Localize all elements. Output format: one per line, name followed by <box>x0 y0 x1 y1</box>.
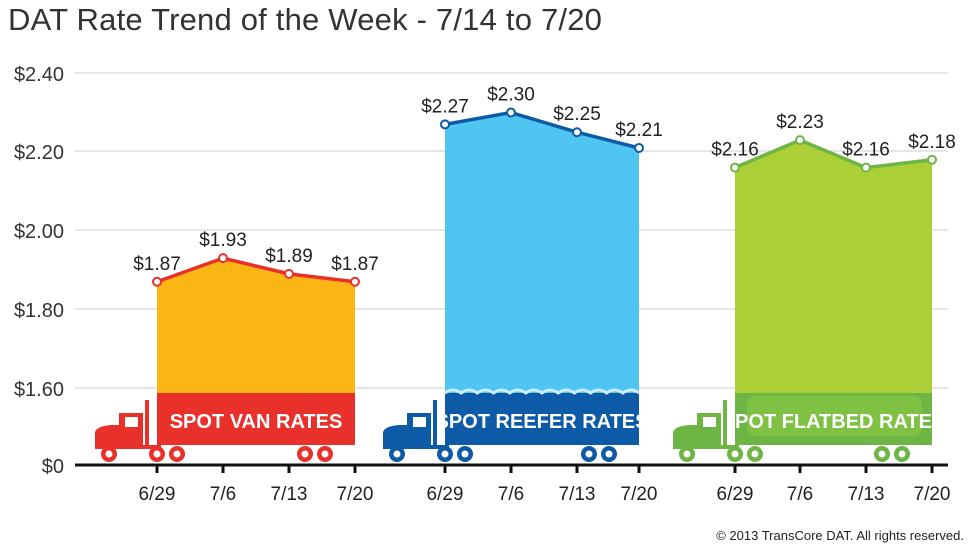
truck-cab <box>673 413 739 449</box>
tarp <box>747 396 922 436</box>
wheel-hub <box>898 450 906 458</box>
truck-label: SPOT REEFER RATES <box>436 411 649 433</box>
data-point <box>795 135 805 146</box>
data-label: $2.23 <box>776 112 824 133</box>
data-point <box>572 127 582 138</box>
x-tick-label: 6/29 <box>717 484 754 505</box>
x-tick-label: 7/13 <box>271 484 308 505</box>
cab-window <box>125 417 138 427</box>
wheel-hub <box>173 450 181 458</box>
trailer-box <box>157 393 355 445</box>
data-label: $2.30 <box>487 85 535 106</box>
series-2: SPOT FLATBED RATES $2.16 6/29 $2.23 7/6 $2.16… <box>673 112 956 505</box>
x-tick-label: 7/13 <box>559 484 596 505</box>
data-label: $1.93 <box>199 230 247 251</box>
data-point <box>861 162 871 173</box>
x-tick-label: 7/6 <box>787 484 813 505</box>
exhaust <box>723 400 727 445</box>
data-label: $2.16 <box>842 140 890 161</box>
data-point <box>284 268 294 279</box>
data-point <box>218 253 228 264</box>
series-line <box>156 256 356 284</box>
x-tick-label: 7/6 <box>210 484 236 505</box>
chart-title: DAT Rate Trend of the Week - 7/14 to 7/2… <box>8 2 603 37</box>
data-point <box>506 107 516 118</box>
data-label: $2.18 <box>908 132 956 153</box>
data-label: $2.27 <box>421 96 469 117</box>
series-0: SPOT VAN RATES $1.87 6/29 $1.93 7/6 $1.89 7/13… <box>95 230 379 505</box>
data-point <box>634 142 644 153</box>
wheel-hub <box>153 450 161 458</box>
area <box>735 140 932 394</box>
x-tick-label: 6/29 <box>139 484 176 505</box>
wheel-hub <box>393 450 401 458</box>
x-tick-label: 7/13 <box>848 484 885 505</box>
series-line <box>734 138 933 170</box>
data-point <box>927 154 937 165</box>
y-tick-label: $0 <box>42 456 64 478</box>
wheel-hub <box>105 450 113 458</box>
data-point <box>152 276 162 287</box>
wheel-hub <box>441 450 449 458</box>
trailer-box <box>445 393 639 445</box>
wheel-hub <box>301 450 309 458</box>
area <box>445 112 639 395</box>
truck-label: SPOT FLATBED RATES <box>722 411 946 433</box>
data-label: $1.87 <box>133 254 181 275</box>
exhaust <box>145 400 149 445</box>
x-tick-label: 7/20 <box>621 484 658 505</box>
copyright: © 2013 TransCore DAT. All rights reserve… <box>716 528 964 543</box>
truck-cab <box>95 413 161 449</box>
truck-cab <box>383 413 449 449</box>
cab-window <box>703 417 716 427</box>
data-point <box>350 276 360 287</box>
truck-label: SPOT VAN RATES <box>170 411 343 433</box>
area <box>157 258 355 394</box>
exhaust <box>433 400 437 445</box>
data-label: $2.25 <box>553 104 601 125</box>
series-line <box>444 110 640 150</box>
wheel-hub <box>731 450 739 458</box>
y-tick-label: $1.80 <box>14 300 64 322</box>
wheel-hub <box>878 450 886 458</box>
y-tick-label: $2.40 <box>14 64 64 86</box>
x-tick-label: 7/20 <box>337 484 374 505</box>
data-label: $2.21 <box>615 120 663 141</box>
data-label: $2.16 <box>711 140 759 161</box>
data-label: $1.89 <box>265 246 313 267</box>
cab-window <box>413 417 426 427</box>
data-label: $1.87 <box>331 254 379 275</box>
data-point <box>730 162 740 173</box>
y-tick-label: $1.60 <box>14 379 64 401</box>
wheel-hub <box>751 450 759 458</box>
wheel-hub <box>605 450 613 458</box>
wheel-hub <box>461 450 469 458</box>
y-tick-label: $2.00 <box>14 221 64 243</box>
series-1: SPOT REEFER RATES $2.27 6/29 $2.30 7/6 $2.25 7… <box>383 85 663 505</box>
wheel-hub <box>321 450 329 458</box>
x-tick-label: 7/6 <box>498 484 524 505</box>
wheel-hub <box>683 450 691 458</box>
reefer-frost <box>444 388 640 395</box>
wheel-hub <box>585 450 593 458</box>
x-tick-label: 7/20 <box>914 484 951 505</box>
data-point <box>440 119 450 130</box>
x-tick-label: 6/29 <box>427 484 464 505</box>
y-tick-label: $2.20 <box>14 142 64 164</box>
